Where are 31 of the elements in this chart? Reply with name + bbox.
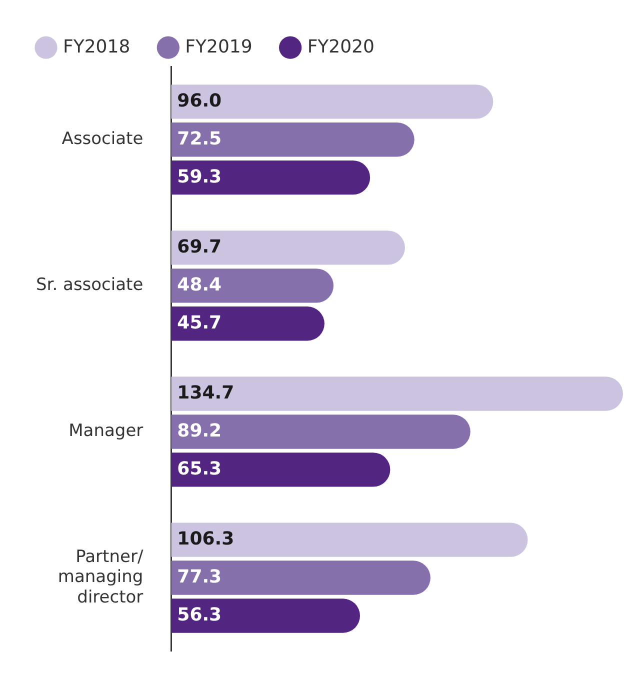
data-label: 134.7 <box>177 382 234 404</box>
bar <box>171 414 470 449</box>
bar <box>171 268 334 303</box>
data-label: 96.0 <box>177 90 222 112</box>
data-label: 59.3 <box>177 166 222 188</box>
data-label: 48.4 <box>177 274 222 296</box>
bar <box>171 306 324 341</box>
data-label: 45.7 <box>177 312 222 334</box>
bar <box>171 84 494 119</box>
bar <box>171 122 414 157</box>
data-label: 69.7 <box>177 236 222 258</box>
bar <box>171 376 623 411</box>
data-label: 89.2 <box>177 420 222 442</box>
legend-label: FY2018 <box>63 36 130 58</box>
bar <box>171 522 528 557</box>
y-tick-label: Manager <box>68 421 144 442</box>
data-label: 56.3 <box>177 604 222 626</box>
bar <box>171 452 390 487</box>
legend-label: FY2019 <box>185 36 252 58</box>
y-tick-label: Partner/ managing director <box>58 546 144 608</box>
bar <box>171 230 405 265</box>
legend-label: FY2020 <box>307 36 374 58</box>
data-label: 72.5 <box>177 128 222 150</box>
bar <box>171 560 430 595</box>
bar <box>171 598 360 633</box>
y-tick-label: Associate <box>62 129 144 150</box>
bar <box>171 160 370 195</box>
data-label: 106.3 <box>177 528 234 550</box>
y-tick-label: Sr. associate <box>36 275 144 296</box>
data-label: 77.3 <box>177 566 222 588</box>
data-label: 65.3 <box>177 458 222 480</box>
